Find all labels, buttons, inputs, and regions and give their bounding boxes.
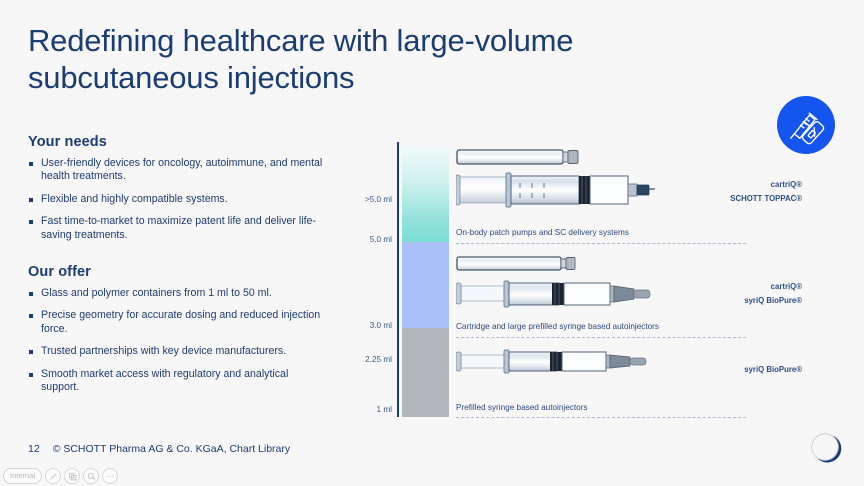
cartridge-illustration (456, 146, 586, 168)
schott-ring-logo (808, 430, 842, 464)
list-item: Smooth market access with regulatory and… (28, 368, 328, 395)
row-divider (456, 337, 746, 338)
search-icon[interactable] (83, 468, 100, 484)
footer: 12 © SCHOTT Pharma AG & Co. KGaA, Chart L… (28, 443, 290, 455)
row-divider (456, 417, 746, 418)
page-title: Redefining healthcare with large-volume … (28, 23, 574, 95)
axis-tick-label: >5.0 ml (364, 195, 392, 204)
your-needs-heading: Your needs (28, 134, 107, 150)
left-content-column: Your needs User-friendly devices for onc… (28, 134, 328, 403)
axis-tick-label: 1 ml (376, 405, 392, 414)
product-label: syriQ BioPure® (744, 365, 802, 374)
volume-axis: >5.0 ml 5.0 ml 3.0 ml 2.25 ml 1 ml (352, 142, 398, 417)
your-needs-list: User-friendly devices for oncology, auto… (28, 157, 328, 242)
volume-color-bar (402, 146, 449, 417)
cartridge-illustration (456, 254, 586, 274)
syringe-injector-icon (777, 96, 835, 154)
segment-large-volume (402, 146, 449, 242)
axis-line (397, 142, 399, 417)
row-divider (456, 243, 746, 244)
prefilled-syringe-illustration (456, 278, 656, 310)
list-item: Fast time-to-market to maximize patent l… (28, 215, 328, 242)
classification-badge[interactable]: Internal (3, 468, 43, 484)
segment-mid-volume (402, 242, 449, 328)
copy-icon[interactable] (64, 468, 81, 484)
list-item: Trusted partnerships with key device man… (28, 345, 328, 358)
more-icon[interactable] (102, 468, 119, 484)
copyright-text: © SCHOTT Pharma AG & Co. KGaA, Chart Lib… (52, 443, 291, 455)
volume-range-chart: >5.0 ml 5.0 ml 3.0 ml 2.25 ml 1 ml (352, 142, 842, 432)
row-caption: Cartridge and large prefilled syringe ba… (456, 322, 659, 331)
row-caption: On-body patch pumps and SC delivery syst… (456, 228, 629, 237)
pencil-icon[interactable] (45, 468, 62, 484)
prefilled-syringe-illustration (456, 347, 656, 377)
list-item: User-friendly devices for oncology, auto… (28, 157, 328, 184)
product-label: syriQ BioPure® (744, 296, 802, 305)
axis-tick-label: 3.0 ml (369, 321, 392, 330)
axis-tick-label: 5.0 ml (369, 235, 392, 244)
our-offer-heading: Our offer (28, 264, 91, 281)
page-number: 12 (28, 443, 40, 455)
large-syringe-illustration (456, 171, 656, 209)
list-item: Glass and polymer containers from 1 ml t… (28, 287, 328, 300)
axis-tick-label: 2.25 ml (365, 355, 392, 364)
product-label: SCHOTT TOPPAC® (730, 194, 802, 203)
row-caption: Prefilled syringe based autoinjectors (456, 403, 588, 412)
list-item: Flexible and highly compatible systems. (28, 193, 328, 206)
product-label: cartriQ® (770, 282, 802, 291)
list-item: Precise geometry for accurate dosing and… (28, 309, 328, 336)
segment-standard-volume (402, 328, 449, 417)
our-offer-list: Glass and polymer containers from 1 ml t… (28, 287, 328, 394)
product-label: cartriQ® (770, 180, 802, 189)
status-toolbar[interactable]: Internal (3, 468, 119, 484)
